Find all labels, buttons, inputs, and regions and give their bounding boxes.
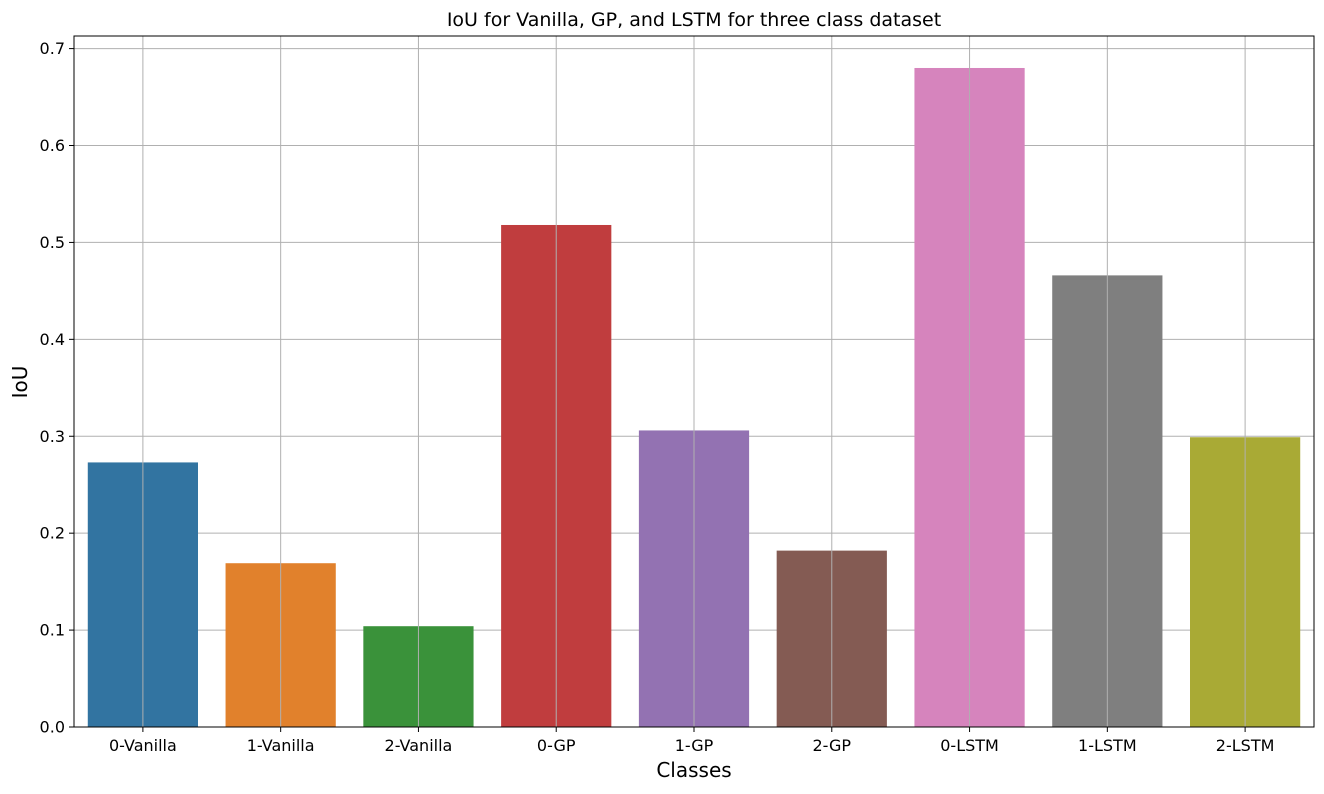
x-tick-label: 2-Vanilla <box>385 736 453 755</box>
x-tick-label: 2-LSTM <box>1216 736 1275 755</box>
x-tick-label: 0-GP <box>537 736 576 755</box>
chart-title: IoU for Vanilla, GP, and LSTM for three … <box>447 9 941 31</box>
y-axis-title: IoU <box>8 366 32 399</box>
x-tick-label: 0-LSTM <box>940 736 999 755</box>
y-tick-label: 0.0 <box>40 718 65 737</box>
x-axis-title: Classes <box>656 758 731 782</box>
y-tick-label: 0.4 <box>40 330 65 349</box>
x-tick-label: 1-LSTM <box>1078 736 1137 755</box>
x-axis-ticks: 0-Vanilla 1-Vanilla 2-Vanilla 0-GP 1-GP 2-GP 0… <box>109 727 1274 755</box>
x-tick-label: 1-Vanilla <box>247 736 315 755</box>
y-tick-label: 0.3 <box>40 427 65 446</box>
y-tick-label: 0.1 <box>40 621 65 640</box>
y-tick-label: 0.7 <box>40 39 65 58</box>
y-tick-label: 0.6 <box>40 136 65 155</box>
vertical-grid-lines <box>142 36 1246 727</box>
x-tick-label: 2-GP <box>812 736 851 755</box>
y-tick-label: 0.5 <box>40 233 65 252</box>
y-axis-ticks: 0.0 0.1 0.2 0.3 0.4 0.5 0.6 0.7 <box>40 39 74 737</box>
y-tick-label: 0.2 <box>40 524 65 543</box>
x-tick-label: 1-GP <box>675 736 714 755</box>
x-tick-label: 0-Vanilla <box>109 736 177 755</box>
